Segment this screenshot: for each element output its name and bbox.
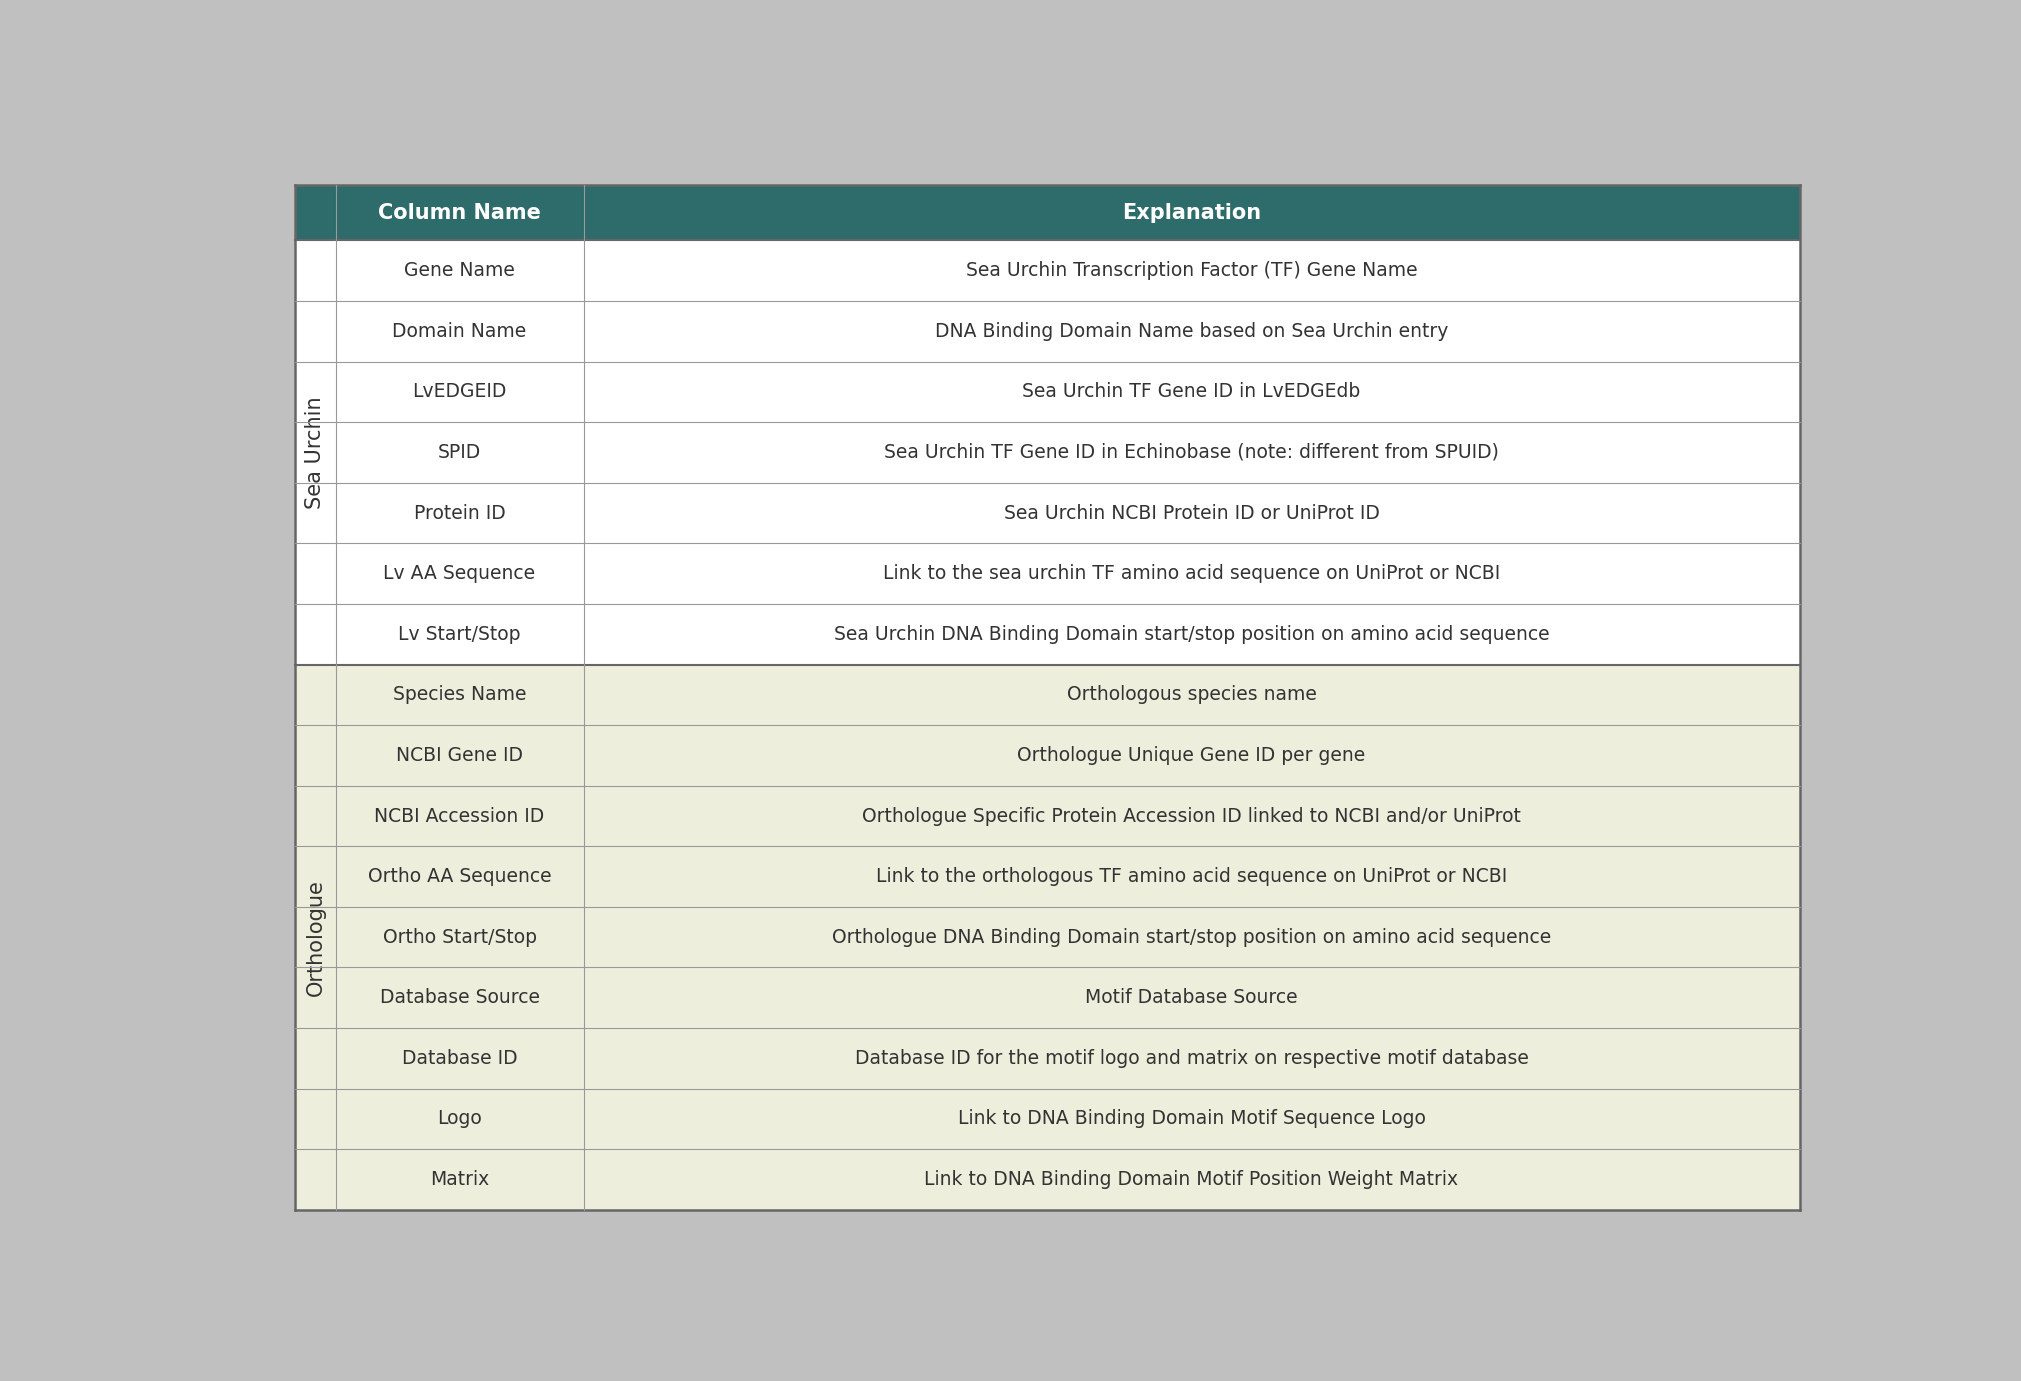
Bar <box>584 664 1799 725</box>
Bar <box>335 1027 584 1088</box>
Bar <box>335 847 584 907</box>
Bar <box>295 1027 335 1088</box>
Bar <box>295 907 335 968</box>
Bar <box>335 907 584 968</box>
Bar <box>584 483 1799 543</box>
Text: SPID: SPID <box>439 443 481 463</box>
Bar <box>335 185 584 240</box>
Bar <box>335 968 584 1027</box>
Text: Sea Urchin TF Gene ID in Echinobase (note: different from SPUID): Sea Urchin TF Gene ID in Echinobase (not… <box>883 443 1500 463</box>
Bar <box>584 603 1799 664</box>
Text: Gene Name: Gene Name <box>404 261 515 280</box>
Text: Orthologue: Orthologue <box>305 878 325 996</box>
Bar <box>335 301 584 362</box>
Text: Sea Urchin TF Gene ID in LvEDGEdb: Sea Urchin TF Gene ID in LvEDGEdb <box>1023 383 1360 402</box>
Bar <box>335 543 584 603</box>
Bar <box>584 907 1799 968</box>
Bar <box>584 725 1799 786</box>
Text: Column Name: Column Name <box>378 203 542 222</box>
Bar <box>295 483 335 543</box>
Bar <box>584 185 1799 240</box>
Text: Link to DNA Binding Domain Motif Position Weight Matrix: Link to DNA Binding Domain Motif Positio… <box>924 1170 1459 1189</box>
Bar <box>584 362 1799 423</box>
Text: NCBI Gene ID: NCBI Gene ID <box>396 746 523 765</box>
Bar <box>295 240 335 301</box>
Bar <box>584 847 1799 907</box>
Bar <box>335 603 584 664</box>
Bar <box>335 240 584 301</box>
Text: Link to the sea urchin TF amino acid sequence on UniProt or NCBI: Link to the sea urchin TF amino acid seq… <box>883 565 1500 583</box>
Text: Explanation: Explanation <box>1122 203 1261 222</box>
Text: Orthologue Unique Gene ID per gene: Orthologue Unique Gene ID per gene <box>1017 746 1366 765</box>
Bar <box>295 786 335 847</box>
Bar <box>584 786 1799 847</box>
Bar <box>295 968 335 1027</box>
Text: Domain Name: Domain Name <box>392 322 527 341</box>
Text: LvEDGEID: LvEDGEID <box>412 383 507 402</box>
Bar <box>295 240 335 664</box>
Text: Sea Urchin: Sea Urchin <box>305 396 325 508</box>
Bar <box>295 423 335 483</box>
Bar <box>295 1088 335 1149</box>
Bar <box>335 664 584 725</box>
Text: Protein ID: Protein ID <box>414 504 505 522</box>
Bar <box>335 483 584 543</box>
Text: Orthologue Specific Protein Accession ID linked to NCBI and/or UniProt: Orthologue Specific Protein Accession ID… <box>863 807 1522 826</box>
Text: NCBI Accession ID: NCBI Accession ID <box>374 807 546 826</box>
Text: Matrix: Matrix <box>430 1170 489 1189</box>
Bar <box>295 185 335 240</box>
Bar <box>295 362 335 423</box>
Bar <box>295 1149 335 1210</box>
Text: Ortho Start/Stop: Ortho Start/Stop <box>382 928 536 947</box>
Bar <box>295 543 335 603</box>
Text: Lv Start/Stop: Lv Start/Stop <box>398 624 521 644</box>
Bar <box>584 301 1799 362</box>
Bar <box>584 1149 1799 1210</box>
Bar <box>295 725 335 786</box>
Text: Orthologue DNA Binding Domain start/stop position on amino acid sequence: Orthologue DNA Binding Domain start/stop… <box>833 928 1552 947</box>
Text: Ortho AA Sequence: Ortho AA Sequence <box>368 867 552 887</box>
Bar <box>584 1027 1799 1088</box>
Text: DNA Binding Domain Name based on Sea Urchin entry: DNA Binding Domain Name based on Sea Urc… <box>936 322 1449 341</box>
Text: Sea Urchin DNA Binding Domain start/stop position on amino acid sequence: Sea Urchin DNA Binding Domain start/stop… <box>835 624 1550 644</box>
Text: Lv AA Sequence: Lv AA Sequence <box>384 565 536 583</box>
Bar <box>295 664 335 1210</box>
Bar <box>584 1088 1799 1149</box>
Bar <box>335 786 584 847</box>
Text: Sea Urchin Transcription Factor (TF) Gene Name: Sea Urchin Transcription Factor (TF) Gen… <box>966 261 1417 280</box>
Bar <box>295 301 335 362</box>
Text: Database Source: Database Source <box>380 989 540 1007</box>
Bar <box>335 725 584 786</box>
Text: Database ID for the motif logo and matrix on respective motif database: Database ID for the motif logo and matri… <box>855 1048 1528 1068</box>
Text: Database ID: Database ID <box>402 1048 517 1068</box>
Bar <box>335 1149 584 1210</box>
Text: Motif Database Source: Motif Database Source <box>1085 989 1297 1007</box>
Bar <box>584 968 1799 1027</box>
Text: Link to the orthologous TF amino acid sequence on UniProt or NCBI: Link to the orthologous TF amino acid se… <box>875 867 1508 887</box>
Text: Link to DNA Binding Domain Motif Sequence Logo: Link to DNA Binding Domain Motif Sequenc… <box>958 1109 1425 1128</box>
Bar <box>335 362 584 423</box>
Bar <box>295 603 335 664</box>
Bar <box>584 543 1799 603</box>
Bar <box>295 664 335 725</box>
Bar <box>584 240 1799 301</box>
Bar <box>295 847 335 907</box>
Text: Orthologous species name: Orthologous species name <box>1067 685 1316 704</box>
Bar <box>335 423 584 483</box>
Text: Logo: Logo <box>437 1109 481 1128</box>
Bar <box>335 1088 584 1149</box>
Text: Species Name: Species Name <box>392 685 525 704</box>
Text: Sea Urchin NCBI Protein ID or UniProt ID: Sea Urchin NCBI Protein ID or UniProt ID <box>1004 504 1380 522</box>
Bar <box>584 423 1799 483</box>
